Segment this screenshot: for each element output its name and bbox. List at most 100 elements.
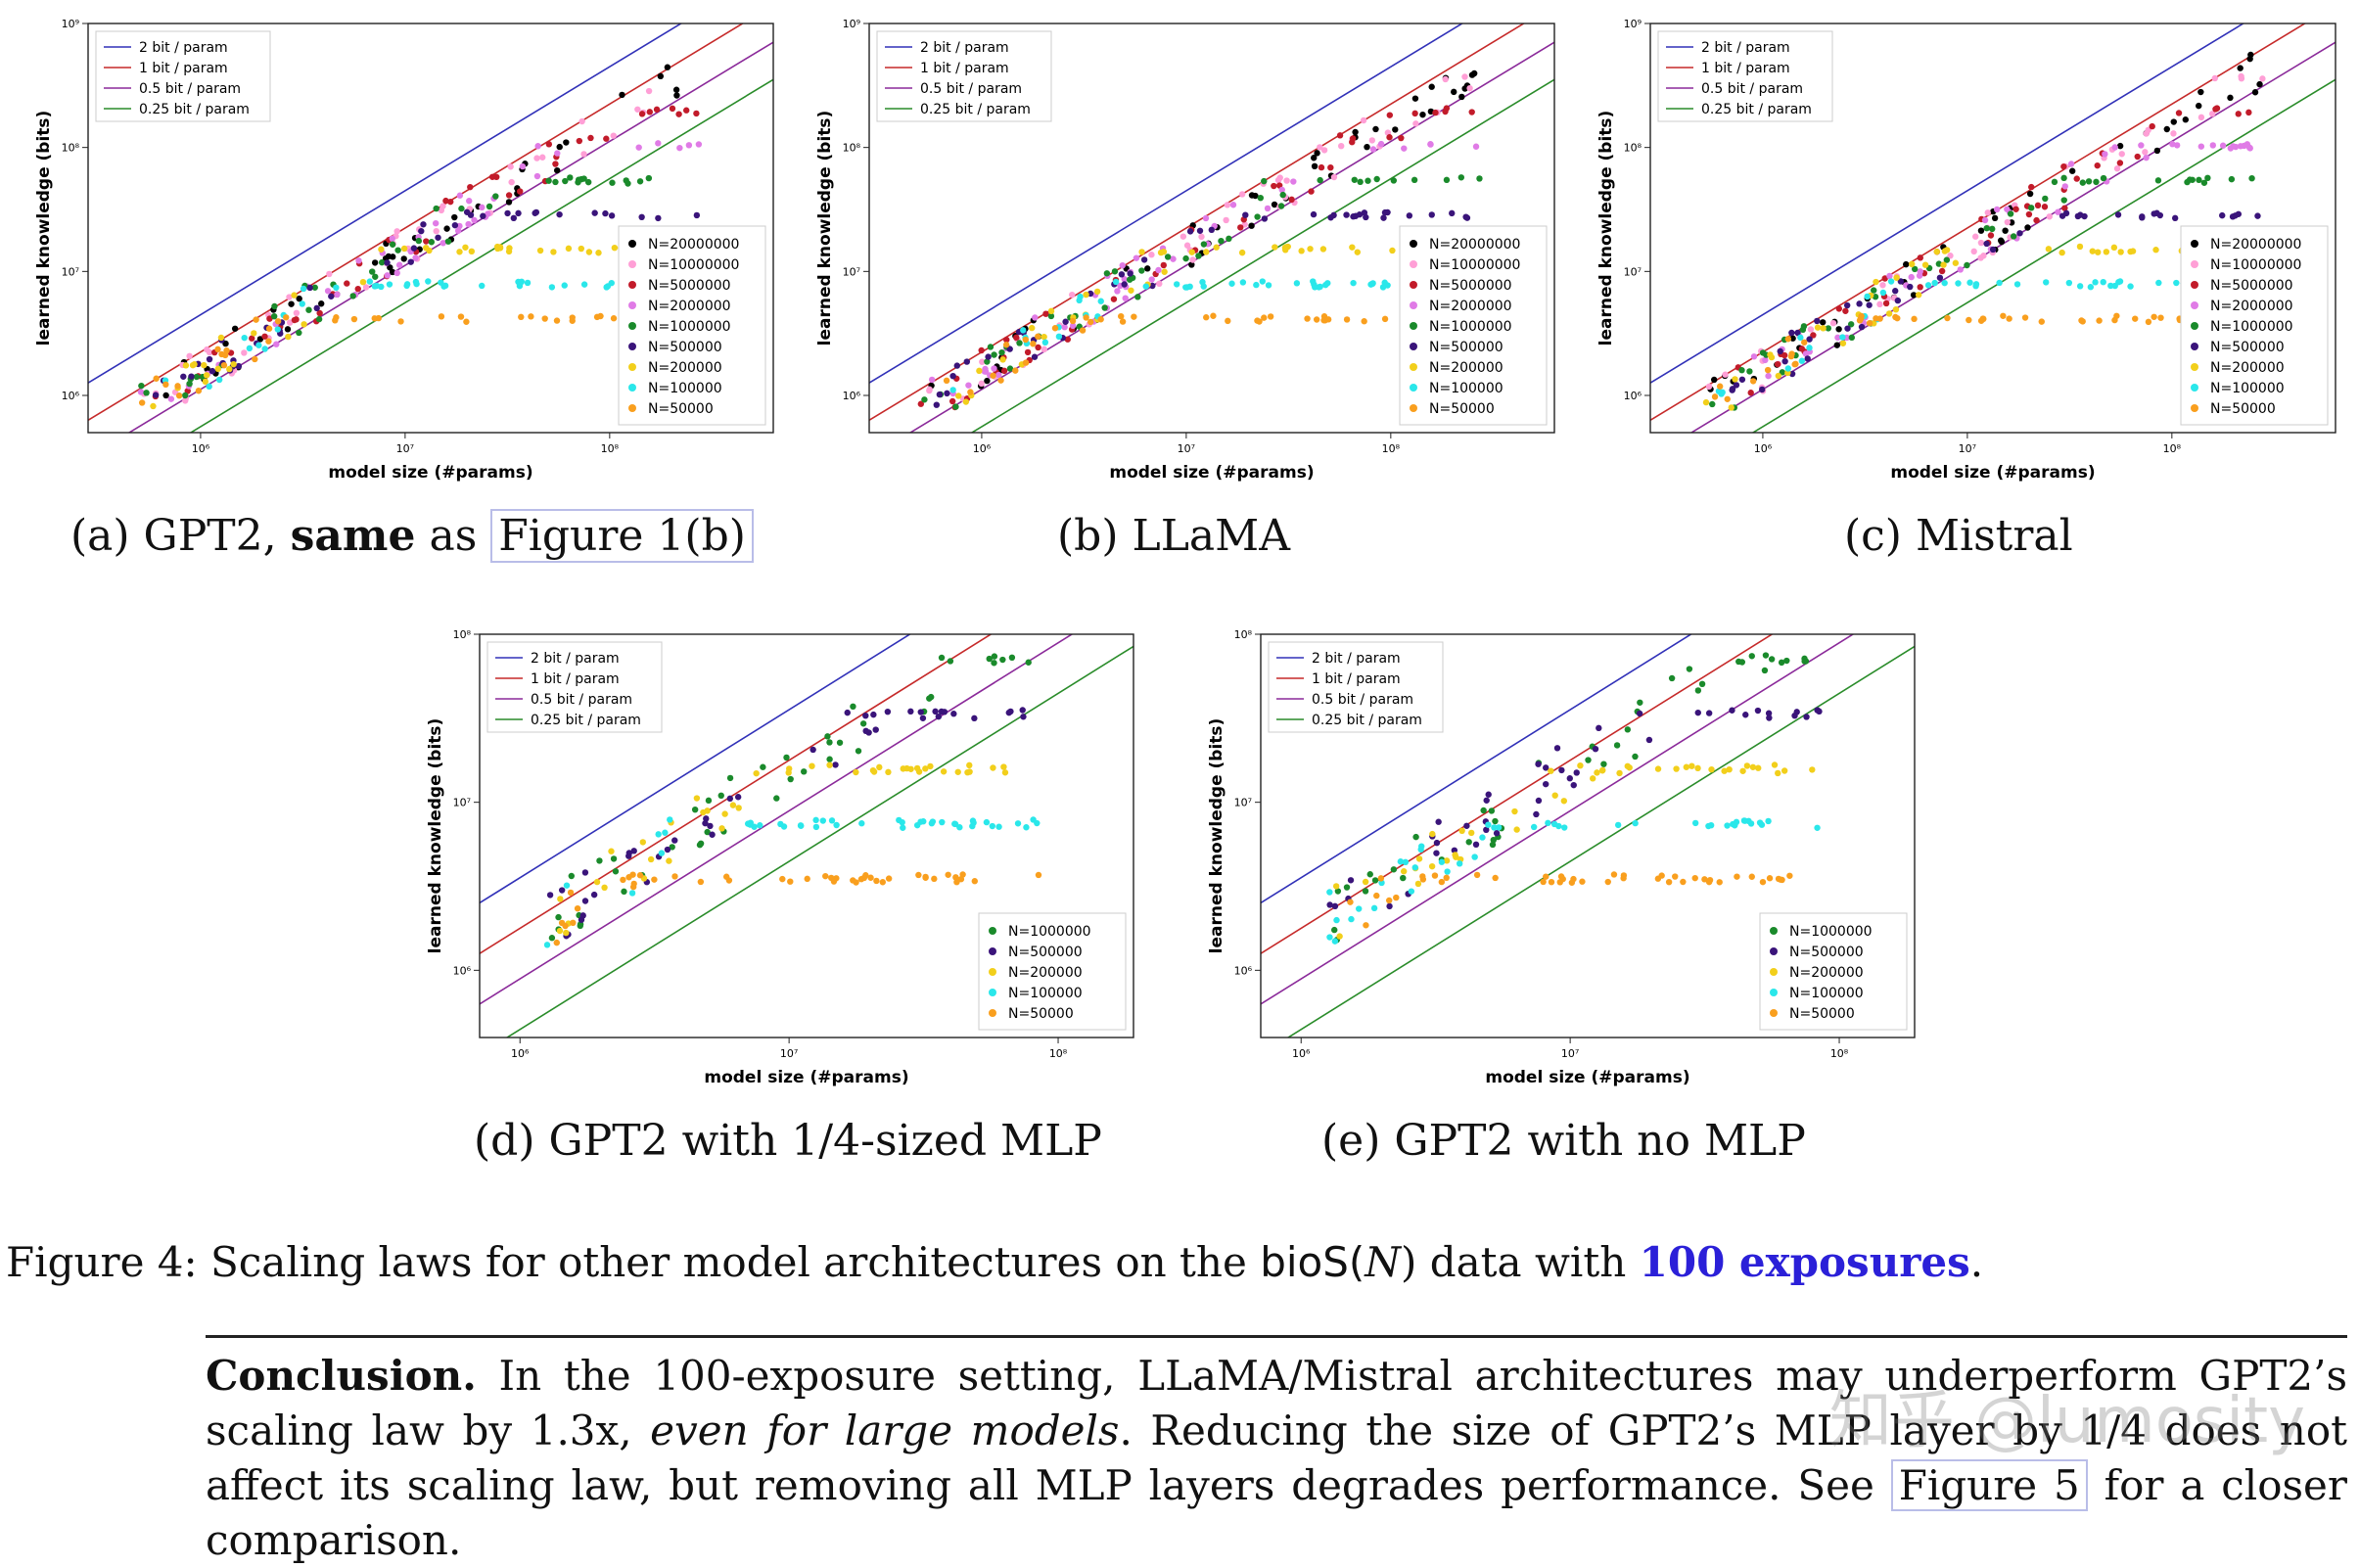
scatter-point <box>2024 224 2031 231</box>
scatter-point <box>915 871 922 879</box>
scatter-point <box>1461 73 1468 80</box>
scatter-point <box>378 258 386 266</box>
scatter-point <box>1277 203 1285 209</box>
scatter-point <box>515 209 522 217</box>
scatter-point <box>991 653 998 660</box>
scatter-point <box>1110 296 1118 302</box>
scatter-point <box>826 756 833 762</box>
scatter-point <box>1710 376 1718 384</box>
scatter-point <box>1461 85 1468 92</box>
n-legend-label: N=1000000 <box>2210 319 2293 335</box>
scatter-point <box>1705 383 1713 391</box>
scatter-point <box>928 376 936 384</box>
y-tick-label: 10⁶ <box>843 390 861 402</box>
scatter-point <box>1876 300 1883 308</box>
scatter-point <box>553 939 560 946</box>
scatter-point <box>563 882 571 889</box>
scatter-point <box>1237 224 1244 231</box>
scatter-point <box>432 219 439 227</box>
n-legend-label: N=1000000 <box>1008 924 1091 940</box>
scatter-point <box>2154 177 2162 184</box>
scatter-point <box>672 86 680 93</box>
scatter-point <box>556 927 564 935</box>
scatter-point <box>671 873 678 880</box>
scatter-point <box>2209 142 2217 149</box>
scatter-point <box>1616 769 1623 777</box>
scatter-point <box>1319 246 1327 253</box>
scatter-point <box>1729 707 1735 714</box>
scatter-point <box>785 769 792 776</box>
scatter-point <box>729 802 737 808</box>
scatter-point <box>1218 237 1225 245</box>
scatter-point <box>1784 336 1792 343</box>
scatter-point <box>1077 293 1084 300</box>
scatter-point <box>1463 822 1470 829</box>
scatter-point <box>1866 319 1873 327</box>
scatter-point <box>628 890 636 897</box>
scatter-point <box>371 259 379 266</box>
scatter-point <box>143 390 150 396</box>
scatter-point <box>1261 177 1268 185</box>
scatter-point <box>203 372 210 379</box>
ref-line-1 <box>480 634 993 954</box>
scatter-point <box>1200 283 1207 290</box>
scatter-point <box>1022 359 1030 366</box>
n-legend-label: N=1000000 <box>1429 319 1512 335</box>
scatter-point <box>1542 780 1550 788</box>
scatter-point <box>533 155 540 161</box>
scatter-point <box>1551 792 1558 799</box>
scatter-point <box>1558 766 1565 774</box>
scatter-point <box>1111 268 1119 275</box>
scatter-point <box>966 768 973 775</box>
scatter-point <box>1465 839 1472 846</box>
scatter-point <box>1596 724 1602 732</box>
scatter-point <box>1989 246 1997 254</box>
y-tick-label: 10⁶ <box>1624 390 1642 402</box>
scatter-point <box>1392 126 1399 133</box>
scatter-point <box>1779 876 1785 884</box>
conclusion-italic: even for large models <box>650 1407 1120 1454</box>
scatter-point <box>186 352 193 359</box>
scatter-point <box>922 873 929 881</box>
scatter-point <box>1876 315 1883 322</box>
scatter-point <box>969 822 976 830</box>
scatter-point <box>885 875 893 882</box>
scatter-point <box>1142 283 1149 290</box>
scatter-point <box>1239 279 1247 286</box>
scatter-point <box>1691 874 1698 882</box>
scatter-point <box>1694 687 1702 694</box>
scatter-point <box>1000 367 1008 375</box>
scatter-point <box>428 239 436 246</box>
panel-e-plot: 10⁶ 10⁷ 10⁸ 10⁶ 10⁷ 10⁸ model size (#params) le… <box>1207 628 1916 1087</box>
scatter-point <box>1620 872 1628 879</box>
scatter-point <box>595 250 602 256</box>
scatter-point <box>667 816 673 823</box>
caption-highlight[interactable]: 100 exposures <box>1639 1238 1970 1286</box>
scatter-point <box>2113 312 2120 319</box>
scatter-point <box>334 291 341 299</box>
scatter-point <box>1858 312 1865 320</box>
x-tick-label: 10⁸ <box>1830 1047 1849 1060</box>
scatter-point <box>2006 315 2012 322</box>
plot-frame <box>479 633 1134 1038</box>
scatter-point <box>1020 327 1027 334</box>
figure-5-link[interactable]: Figure 5 <box>1890 1459 2088 1511</box>
scatter-point <box>1386 902 1393 910</box>
scatter-point <box>2102 151 2108 158</box>
scatter-point <box>954 768 961 775</box>
scatter-point <box>1121 276 1128 283</box>
scatter-point <box>2034 202 2042 209</box>
scatter-point <box>951 820 959 828</box>
scatter-point <box>691 806 699 813</box>
scatter-point <box>344 280 350 287</box>
scatter-point <box>903 764 910 772</box>
scatter-point <box>590 891 598 899</box>
figure-1b-link[interactable]: Figure 1(b) <box>490 509 754 563</box>
scatter-point <box>1041 346 1048 353</box>
scatter-point <box>1561 824 1568 831</box>
divider <box>206 1335 2347 1338</box>
scatter-point <box>1917 254 1924 261</box>
scatter-point <box>1705 878 1713 886</box>
scatter-point <box>2116 142 2124 150</box>
n-legend-label: N=50000 <box>1789 1006 1855 1022</box>
